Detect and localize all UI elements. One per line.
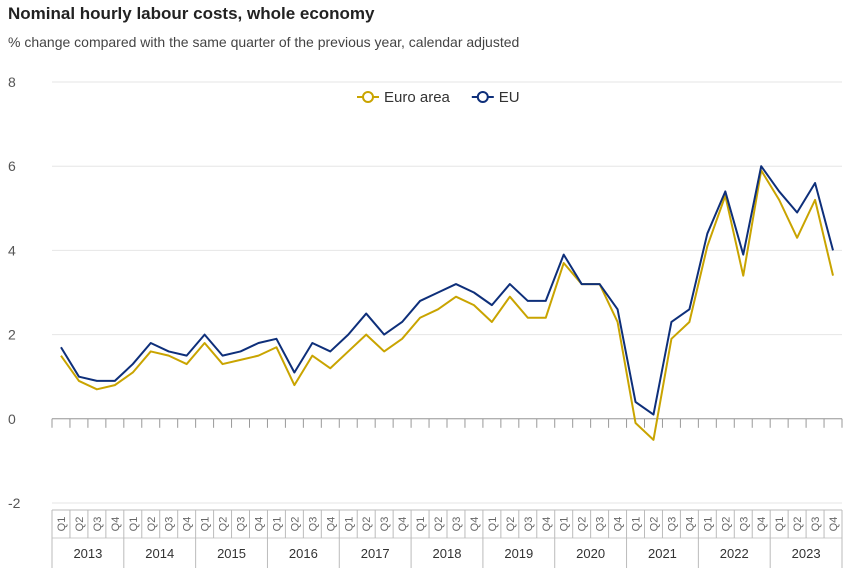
year-label: 2019 <box>504 546 533 561</box>
quarter-label: Q2 <box>74 517 86 532</box>
quarter-label: Q4 <box>469 517 481 532</box>
year-label: 2016 <box>289 546 318 561</box>
quarter-label: Q4 <box>613 517 625 532</box>
quarter-label: Q1 <box>631 517 643 532</box>
quarter-label: Q4 <box>756 517 768 532</box>
quarter-label: Q1 <box>487 517 499 532</box>
quarter-label: Q1 <box>56 517 68 532</box>
quarter-label: Q3 <box>595 517 607 532</box>
quarter-label: Q4 <box>182 517 194 532</box>
year-label: 2017 <box>361 546 390 561</box>
y-tick-label: 2 <box>8 327 16 343</box>
quarter-label: Q1 <box>128 517 140 532</box>
quarter-label: Q4 <box>397 517 409 532</box>
quarter-label: Q3 <box>738 517 750 532</box>
quarter-label: Q2 <box>361 517 373 532</box>
y-tick-label: 6 <box>8 158 16 174</box>
quarter-label: Q3 <box>666 517 678 532</box>
quarter-label: Q2 <box>720 517 732 532</box>
year-label: 2018 <box>433 546 462 561</box>
quarter-label: Q2 <box>433 517 445 532</box>
quarter-label: Q3 <box>164 517 176 532</box>
year-label: 2021 <box>648 546 677 561</box>
quarter-label: Q3 <box>236 517 248 532</box>
quarter-label: Q1 <box>702 517 714 532</box>
year-label: 2020 <box>576 546 605 561</box>
year-label: 2014 <box>145 546 174 561</box>
quarter-label: Q2 <box>505 517 517 532</box>
chart-subtitle: % change compared with the same quarter … <box>8 34 520 50</box>
quarter-label: Q3 <box>810 517 822 532</box>
quarter-label: Q1 <box>343 517 355 532</box>
quarter-label: Q2 <box>648 517 660 532</box>
quarter-label: Q2 <box>146 517 158 532</box>
series-line-euro-area <box>60 169 834 441</box>
quarter-label: Q1 <box>415 517 427 532</box>
year-label: 2015 <box>217 546 246 561</box>
y-tick-label: 8 <box>8 74 16 90</box>
legend-label-eu: EU <box>499 89 520 106</box>
quarter-label: Q1 <box>271 517 283 532</box>
quarter-label: Q4 <box>684 517 696 532</box>
quarter-label: Q3 <box>307 517 319 532</box>
quarter-label: Q4 <box>541 517 553 532</box>
quarter-label: Q4 <box>110 517 122 532</box>
quarter-label: Q2 <box>218 517 230 532</box>
quarter-label: Q3 <box>379 517 391 532</box>
chart-title: Nominal hourly labour costs, whole econo… <box>8 4 375 23</box>
y-tick-label: 0 <box>8 411 16 427</box>
y-tick-label: 4 <box>8 242 16 258</box>
quarter-label: Q2 <box>577 517 589 532</box>
legend-marker-eu <box>476 91 489 103</box>
quarter-label: Q2 <box>289 517 301 532</box>
quarter-label: Q3 <box>451 517 463 532</box>
legend-marker-euro-area <box>362 91 374 103</box>
quarter-label: Q4 <box>828 517 840 532</box>
year-label: 2022 <box>720 546 749 561</box>
quarter-label: Q4 <box>325 517 337 532</box>
legend-label-euro-area: Euro area <box>384 89 451 106</box>
year-label: 2013 <box>73 546 102 561</box>
y-tick-label: -2 <box>8 495 21 511</box>
quarter-label: Q3 <box>523 517 535 532</box>
quarter-label: Q1 <box>774 517 786 532</box>
quarter-label: Q1 <box>559 517 571 532</box>
year-label: 2023 <box>792 546 821 561</box>
quarter-label: Q3 <box>92 517 104 532</box>
quarter-label: Q4 <box>253 517 265 532</box>
quarter-label: Q1 <box>200 517 212 532</box>
quarter-label: Q2 <box>792 517 804 532</box>
series-line-eu <box>60 165 834 416</box>
